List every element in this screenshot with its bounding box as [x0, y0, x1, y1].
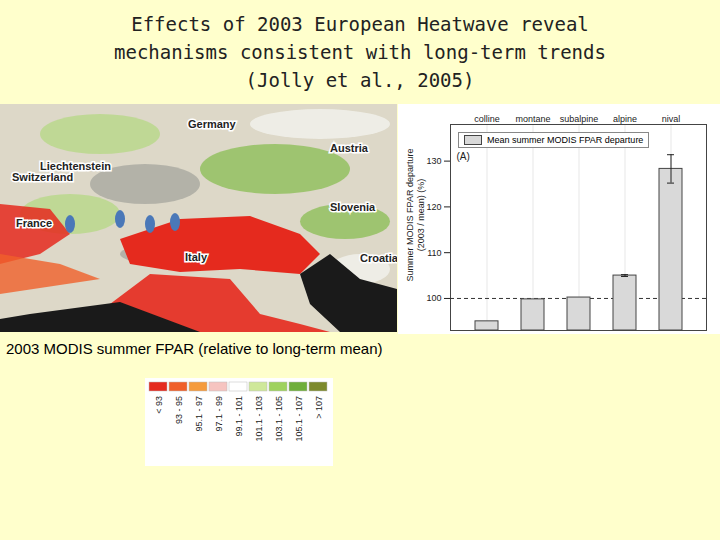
svg-text:nival: nival	[662, 114, 681, 124]
svg-text:Slovenia: Slovenia	[330, 201, 376, 213]
svg-text:103.1 - 105: 103.1 - 105	[274, 396, 284, 442]
svg-text:France: France	[16, 217, 52, 229]
svg-text:subalpine: subalpine	[560, 114, 599, 124]
svg-text:97.1 - 99: 97.1 - 99	[214, 396, 224, 432]
svg-text:105.1 - 107: 105.1 - 107	[294, 396, 304, 442]
svg-text:95.1 - 97: 95.1 - 97	[194, 396, 204, 432]
svg-text:100: 100	[426, 293, 441, 303]
svg-text:101.1 - 103: 101.1 - 103	[254, 396, 264, 442]
svg-text:120: 120	[426, 202, 441, 212]
svg-text:99.1 - 101: 99.1 - 101	[234, 396, 244, 437]
svg-text:(A): (A)	[457, 151, 470, 162]
svg-text:Germany: Germany	[188, 118, 237, 130]
html-text:Effects of 2003 European Heatw: Effects of 2003 European Heatwave reveal…	[114, 13, 606, 91]
svg-text:Italy: Italy	[185, 251, 208, 263]
html-text:Summer MODIS FPAR departure (2: Summer MODIS FPAR departure (2003 / mean…	[405, 148, 426, 282]
svg-text:< 93: < 93	[154, 396, 164, 414]
svg-text:93 - 95: 93 - 95	[174, 396, 184, 424]
svg-text:colline: colline	[474, 114, 500, 124]
html-text:2003 MODIS summer FPAR (relati: 2003 MODIS summer FPAR (relative to long…	[6, 340, 383, 357]
svg-text:Croatia: Croatia	[360, 252, 397, 264]
svg-text:Liechtenstein: Liechtenstein	[40, 160, 111, 172]
html-text:Mean summer MODIS FPAR departu: Mean summer MODIS FPAR departure	[487, 135, 644, 145]
svg-text:> 107: > 107	[314, 396, 324, 419]
svg-text:Austria: Austria	[330, 142, 369, 154]
svg-text:alpine: alpine	[613, 114, 637, 124]
svg-text:Switzerland: Switzerland	[12, 171, 73, 183]
svg-text:110: 110	[427, 248, 441, 258]
svg-text:130: 130	[426, 156, 441, 166]
svg-text:montane: montane	[515, 114, 550, 124]
